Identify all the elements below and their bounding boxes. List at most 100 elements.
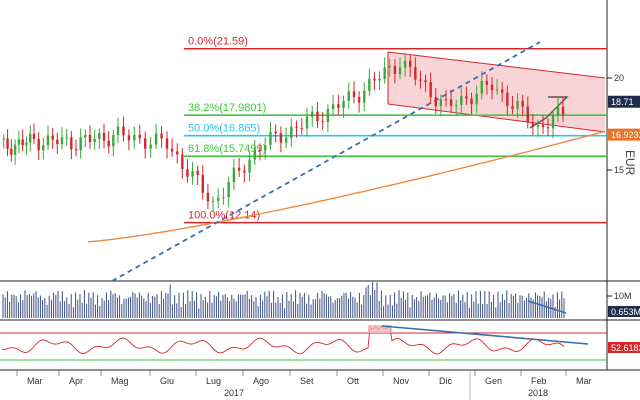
candle-body	[290, 126, 293, 138]
candle-body	[17, 139, 21, 145]
month-label-1: Apr	[69, 376, 83, 386]
candle-body	[170, 148, 174, 152]
volume-last-tag-bg	[608, 306, 640, 317]
candle-body	[93, 138, 96, 143]
price-tag-bg-1	[608, 128, 640, 141]
candle-body	[21, 139, 24, 146]
candle-body	[13, 144, 17, 155]
candle-body	[107, 140, 110, 147]
candle-body	[485, 80, 489, 85]
candle-body	[138, 134, 141, 139]
price-tag-1: 16.9232	[611, 130, 640, 140]
candle-body	[556, 106, 560, 115]
candle-body	[154, 133, 158, 145]
fib-label-1: 38.2%(17.9801)	[188, 102, 266, 114]
y-tick-20: 20	[614, 73, 624, 83]
candle-body	[480, 80, 483, 94]
year-2017: 2017	[224, 388, 244, 398]
candle-body	[414, 67, 417, 80]
candle-body	[191, 170, 194, 177]
candle-body	[357, 97, 361, 103]
candle-body	[373, 78, 376, 81]
volume-last-tag: 0.653M	[611, 307, 640, 317]
volume-axis: 10M 0.653M	[607, 291, 640, 317]
candle-body	[429, 82, 432, 98]
candle-body	[326, 109, 330, 123]
candle-body	[455, 104, 458, 106]
month-label-7: Ott	[347, 376, 360, 386]
candle-body	[56, 139, 59, 145]
moving-average	[87, 130, 605, 243]
x-axis-months: Mar Apr Mag Giu Lug Ago Set Ott Nov Dic Gen Feb Mar	[16, 370, 592, 386]
candle-body	[160, 133, 163, 139]
candle-body	[363, 90, 366, 103]
month-label-9: Dic	[439, 376, 452, 386]
candle-body	[337, 104, 340, 108]
candle-body	[88, 134, 92, 143]
fib-label-4: 100.0%(12.14)	[188, 210, 260, 222]
y-axis: 20 15 EUR	[607, 73, 637, 176]
candle-body	[2, 138, 5, 140]
candle-body	[331, 104, 335, 110]
candle-body	[60, 137, 64, 145]
price-tags: 18.71 16.9232	[608, 95, 640, 141]
moving-average-line	[87, 130, 605, 243]
month-label-5: Ago	[253, 376, 269, 386]
candle-body	[342, 100, 345, 108]
fib-label-0: 0.0%(21.59)	[188, 36, 248, 48]
candle-body	[51, 135, 54, 140]
candle-body	[222, 197, 225, 199]
candle-body	[321, 121, 324, 123]
candle-body	[383, 67, 386, 79]
dashed-uptrend-line	[111, 41, 541, 282]
rsi-trendline	[381, 325, 589, 345]
candle-body	[368, 78, 371, 91]
candle-body	[495, 89, 499, 91]
month-label-10: Gen	[485, 376, 502, 386]
candle-body	[403, 60, 407, 68]
rsi-indicator	[0, 325, 607, 361]
candle-body	[176, 151, 179, 155]
candle-body	[536, 124, 540, 127]
month-label-3: Giu	[160, 376, 174, 386]
main-panel-frame	[0, 0, 607, 281]
price-tag-bg-0	[608, 95, 640, 108]
month-label-0: Mar	[27, 376, 43, 386]
candle-body	[42, 145, 45, 151]
candle-body	[29, 133, 32, 143]
month-label-6: Set	[300, 376, 314, 386]
rsi-last-tag: 52.6182	[611, 343, 640, 353]
candle-body	[511, 105, 514, 109]
channel-lower	[387, 103, 606, 133]
candle-body	[284, 137, 288, 143]
candle-body	[25, 142, 28, 146]
candle-body	[300, 127, 303, 129]
candle-body	[165, 138, 169, 149]
candle-body	[444, 99, 448, 101]
candle-body	[211, 200, 215, 202]
rsi-line	[2, 325, 565, 355]
candle-body	[470, 98, 473, 105]
candle-body	[70, 137, 73, 150]
candle-body	[65, 137, 68, 139]
candle-body	[521, 101, 524, 107]
rsi-axis: 52.6182	[608, 342, 640, 353]
candlesticks	[2, 52, 565, 212]
candle-body	[32, 133, 36, 139]
candle-body	[253, 150, 256, 160]
downtrend-channel	[387, 51, 606, 133]
candle-body	[506, 92, 509, 106]
candle-body	[526, 106, 529, 123]
candle-body	[201, 174, 204, 193]
y-axis-label: EUR	[623, 150, 637, 176]
candle-body	[112, 135, 115, 147]
candle-body	[227, 182, 230, 198]
candle-body	[37, 138, 40, 151]
candle-body	[46, 135, 50, 146]
volume-tick-10m: 10M	[614, 291, 632, 301]
candle-body	[551, 114, 555, 129]
candle-body	[439, 99, 443, 107]
volume-bars	[2, 282, 567, 318]
candle-body	[434, 97, 437, 107]
